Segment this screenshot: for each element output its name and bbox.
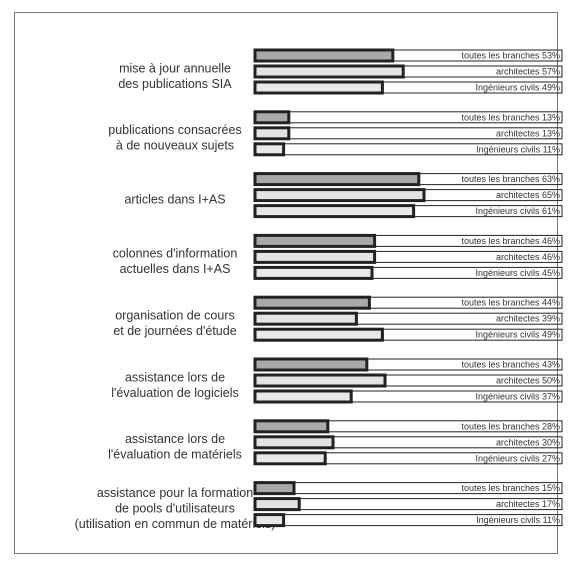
bar-value-label: toutes les branches 28% bbox=[461, 421, 560, 431]
bar bbox=[253, 451, 327, 466]
bar bbox=[253, 126, 291, 141]
bar-value-label: toutes les branches 63% bbox=[461, 174, 560, 184]
bar-value-label: Ingénieurs civils 37% bbox=[475, 392, 560, 402]
bar bbox=[253, 389, 353, 404]
bar-value-label: toutes les branches 15% bbox=[461, 483, 560, 493]
category-label: de pools d'utilisateurs bbox=[115, 502, 235, 516]
bar bbox=[253, 188, 426, 203]
category-label: organisation de cours bbox=[115, 308, 235, 322]
bar bbox=[253, 481, 296, 496]
bar-value-label: architectes 13% bbox=[496, 128, 560, 138]
category-label: à de nouveaux sujets bbox=[116, 139, 234, 153]
bar bbox=[253, 64, 405, 79]
bar bbox=[253, 233, 377, 248]
bar bbox=[253, 172, 421, 187]
bar-value-label: toutes les branches 53% bbox=[461, 51, 560, 61]
bar bbox=[253, 48, 395, 63]
bar bbox=[253, 435, 335, 450]
bar-value-label: toutes les branches 43% bbox=[461, 360, 560, 370]
bar bbox=[253, 373, 387, 388]
bar bbox=[253, 265, 374, 280]
category-label: l'évaluation de logiciels bbox=[111, 386, 238, 400]
category-label: et de journées d'étude bbox=[113, 324, 236, 338]
bar bbox=[253, 142, 286, 157]
category-label: assistance lors de bbox=[125, 432, 225, 446]
bar-value-label: Ingénieurs civils 11% bbox=[476, 144, 560, 154]
bar bbox=[253, 419, 330, 434]
bar-value-label: architectes 57% bbox=[496, 67, 560, 77]
bar-value-label: architectes 46% bbox=[496, 252, 560, 262]
category-label: des publications SIA bbox=[118, 77, 232, 91]
bar bbox=[253, 357, 369, 372]
bar bbox=[253, 311, 358, 326]
bar-value-label: Ingénieurs civils 11% bbox=[476, 515, 560, 525]
bar-value-label: architectes 50% bbox=[496, 376, 560, 386]
bar-value-label: architectes 39% bbox=[496, 314, 560, 324]
bar bbox=[253, 80, 384, 95]
bar bbox=[253, 249, 377, 264]
bar-value-label: architectes 30% bbox=[496, 437, 560, 447]
bar bbox=[253, 327, 384, 342]
bar-value-label: toutes les branches 44% bbox=[461, 298, 560, 308]
category-label: actuelles dans I+AS bbox=[120, 262, 231, 276]
bar-value-label: architectes 65% bbox=[496, 190, 560, 200]
category-label: colonnes d'information bbox=[113, 247, 238, 261]
bar-value-label: toutes les branches 46% bbox=[461, 236, 560, 246]
category-label: mise à jour annuelle bbox=[119, 61, 231, 75]
category-label: publications consacrées bbox=[108, 123, 241, 137]
bar bbox=[253, 497, 301, 512]
bar-value-label: Ingénieurs civils 27% bbox=[475, 453, 560, 463]
category-label: articles dans I+AS bbox=[124, 193, 225, 207]
bar bbox=[253, 110, 291, 125]
bar bbox=[253, 513, 286, 528]
bar-value-label: Ingénieurs civils 49% bbox=[475, 83, 560, 93]
bar-value-label: Ingénieurs civils 49% bbox=[475, 330, 560, 340]
category-label: assistance pour la formation bbox=[97, 486, 253, 500]
bar-value-label: toutes les branches 13% bbox=[461, 112, 560, 122]
category-label: l'évaluation de matériels bbox=[108, 448, 242, 462]
bar bbox=[253, 295, 371, 310]
bar bbox=[253, 204, 416, 219]
category-label: (utilisation en commun de matériels) bbox=[75, 517, 276, 531]
bar-value-label: Ingénieurs civils 45% bbox=[475, 268, 560, 278]
bar-value-label: architectes 17% bbox=[496, 499, 560, 509]
category-label: assistance lors de bbox=[125, 370, 225, 384]
bar-value-label: Ingénieurs civils 61% bbox=[475, 206, 560, 216]
